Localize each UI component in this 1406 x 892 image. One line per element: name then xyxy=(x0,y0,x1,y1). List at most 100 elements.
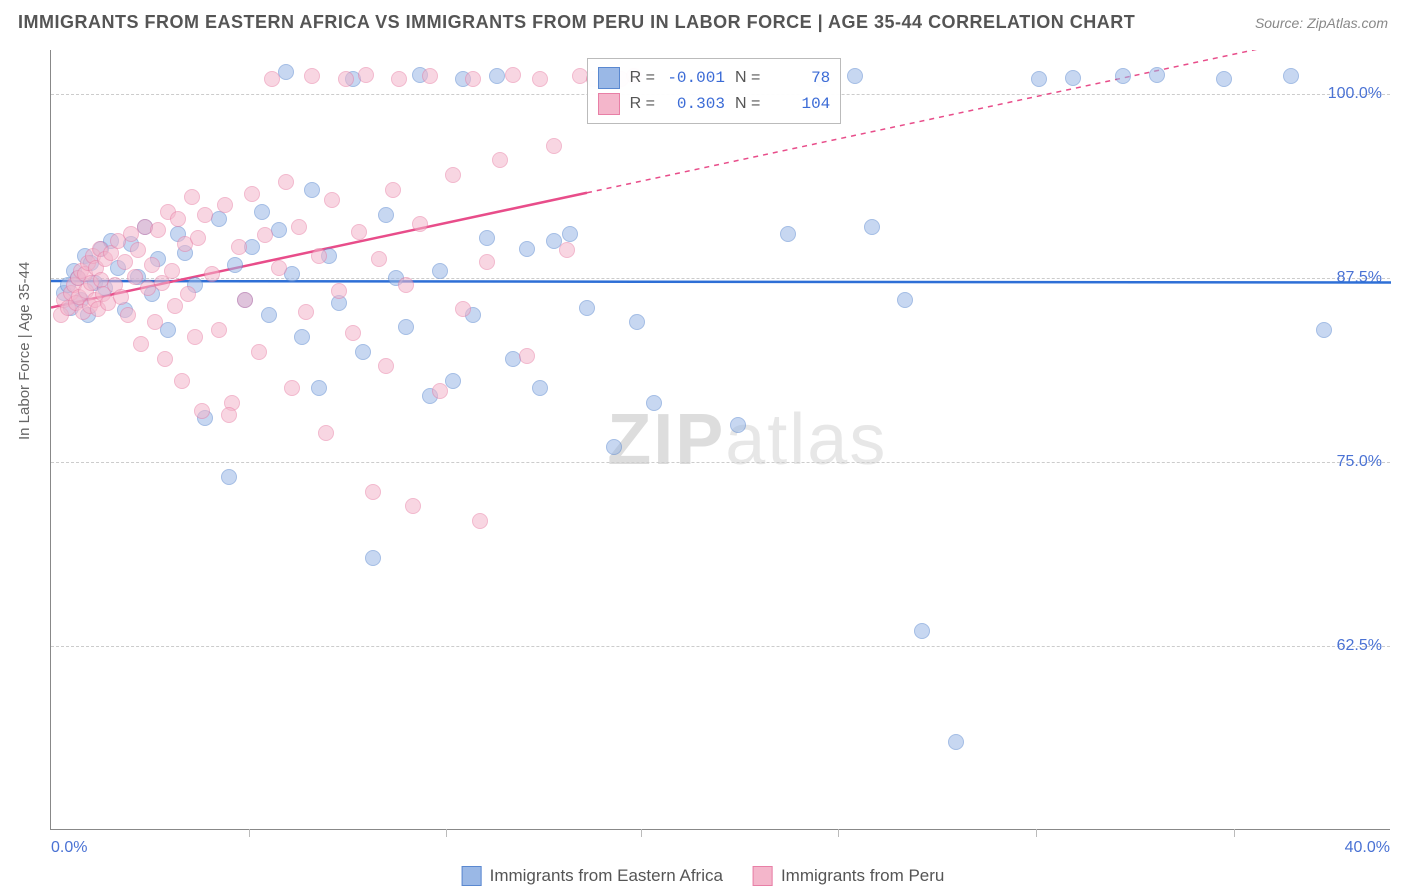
scatter-point xyxy=(519,348,535,364)
scatter-point xyxy=(948,734,964,750)
scatter-point xyxy=(113,289,129,305)
scatter-point xyxy=(472,513,488,529)
chart-title: IMMIGRANTS FROM EASTERN AFRICA VS IMMIGR… xyxy=(18,12,1135,33)
legend-item: Immigrants from Peru xyxy=(753,866,944,886)
scatter-point xyxy=(257,227,273,243)
legend-item: Immigrants from Eastern Africa xyxy=(462,866,723,886)
scatter-point xyxy=(532,380,548,396)
scatter-point xyxy=(479,230,495,246)
scatter-point xyxy=(311,380,327,396)
scatter-point xyxy=(117,254,133,270)
scatter-point xyxy=(1031,71,1047,87)
scatter-point xyxy=(422,68,438,84)
scatter-point xyxy=(251,344,267,360)
scatter-point xyxy=(231,239,247,255)
scatter-point xyxy=(217,197,233,213)
scatter-point xyxy=(505,67,521,83)
scatter-point xyxy=(271,260,287,276)
stats-n-label: N = xyxy=(735,69,760,87)
scatter-point xyxy=(298,304,314,320)
scatter-point xyxy=(559,242,575,258)
scatter-point xyxy=(358,67,374,83)
x-tick-mark xyxy=(1036,829,1037,837)
scatter-point xyxy=(519,241,535,257)
legend-label: Immigrants from Peru xyxy=(781,866,944,886)
stats-r-value: -0.001 xyxy=(665,69,725,87)
stats-row: R =0.303N =104 xyxy=(598,91,831,117)
scatter-point xyxy=(489,68,505,84)
scatter-point xyxy=(1065,70,1081,86)
scatter-point xyxy=(1149,67,1165,83)
scatter-point xyxy=(1216,71,1232,87)
scatter-point xyxy=(398,319,414,335)
scatter-point xyxy=(391,71,407,87)
scatter-point xyxy=(546,138,562,154)
scatter-point xyxy=(365,550,381,566)
scatter-point xyxy=(120,307,136,323)
x-tick-mark xyxy=(249,829,250,837)
watermark-bold: ZIP xyxy=(607,400,725,480)
scatter-point xyxy=(532,71,548,87)
scatter-point xyxy=(432,263,448,279)
scatter-point xyxy=(385,182,401,198)
scatter-point xyxy=(180,286,196,302)
scatter-point xyxy=(174,373,190,389)
stats-r-label: R = xyxy=(630,69,655,87)
scatter-point xyxy=(244,186,260,202)
stats-r-label: R = xyxy=(630,95,655,113)
scatter-point xyxy=(157,351,173,367)
scatter-point xyxy=(345,325,361,341)
y-tick-label: 75.0% xyxy=(1337,453,1382,471)
x-tick-mark xyxy=(1234,829,1235,837)
scatter-point xyxy=(378,207,394,223)
scatter-point xyxy=(331,283,347,299)
scatter-point xyxy=(355,344,371,360)
watermark: ZIPatlas xyxy=(607,399,887,481)
scatter-point xyxy=(579,300,595,316)
plot-area: ZIPatlas 62.5%75.0%87.5%100.0%0.0%40.0%R… xyxy=(50,50,1390,830)
trend-line-solid xyxy=(51,281,1391,282)
source-label: Source: ZipAtlas.com xyxy=(1255,15,1388,31)
scatter-point xyxy=(378,358,394,374)
x-tick-mark xyxy=(446,829,447,837)
scatter-point xyxy=(445,373,461,389)
scatter-point xyxy=(365,484,381,500)
scatter-point xyxy=(629,314,645,330)
scatter-point xyxy=(897,292,913,308)
scatter-point xyxy=(170,211,186,227)
scatter-point xyxy=(398,277,414,293)
watermark-light: atlas xyxy=(725,400,887,480)
scatter-point xyxy=(562,226,578,242)
scatter-point xyxy=(405,498,421,514)
legend-label: Immigrants from Eastern Africa xyxy=(490,866,723,886)
x-tick-label: 0.0% xyxy=(51,839,87,857)
scatter-point xyxy=(324,192,340,208)
x-tick-mark xyxy=(838,829,839,837)
scatter-point xyxy=(187,329,203,345)
scatter-point xyxy=(221,407,237,423)
scatter-point xyxy=(167,298,183,314)
y-tick-label: 100.0% xyxy=(1328,85,1382,103)
scatter-point xyxy=(304,68,320,84)
scatter-point xyxy=(221,469,237,485)
scatter-point xyxy=(254,204,270,220)
scatter-point xyxy=(445,167,461,183)
scatter-point xyxy=(371,251,387,267)
scatter-point xyxy=(190,230,206,246)
scatter-point xyxy=(311,248,327,264)
scatter-point xyxy=(278,174,294,190)
x-tick-mark xyxy=(641,829,642,837)
scatter-point xyxy=(914,623,930,639)
scatter-point xyxy=(127,269,143,285)
scatter-point xyxy=(133,336,149,352)
gridline-h xyxy=(51,278,1390,279)
stats-box: R =-0.001N =78R =0.303N =104 xyxy=(587,58,842,124)
scatter-point xyxy=(780,226,796,242)
legend: Immigrants from Eastern Africa Immigrant… xyxy=(462,866,945,886)
scatter-point xyxy=(294,329,310,345)
scatter-point xyxy=(144,257,160,273)
scatter-point xyxy=(261,307,277,323)
y-tick-label: 62.5% xyxy=(1337,637,1382,655)
legend-swatch xyxy=(753,866,773,886)
scatter-point xyxy=(227,257,243,273)
